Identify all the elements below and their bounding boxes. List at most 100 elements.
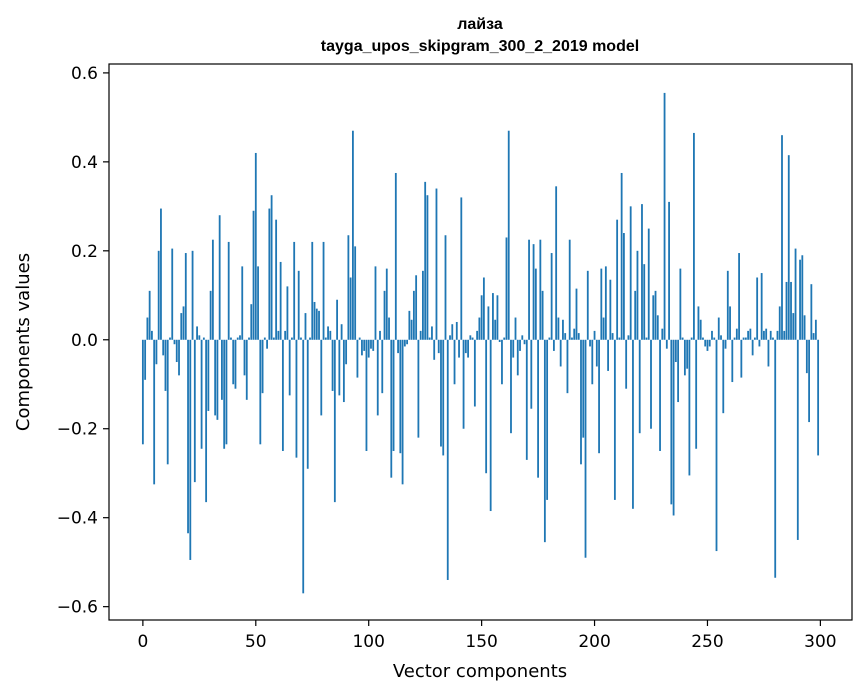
- bar-177: [541, 290, 544, 340]
- bar-85: [333, 339, 336, 503]
- bar-8: [160, 208, 162, 340]
- bar-208: [611, 333, 614, 340]
- bar-158: [498, 339, 501, 342]
- bar-56: [268, 208, 271, 340]
- bar-245: [695, 339, 698, 449]
- bar-71: [302, 339, 305, 594]
- bar-207: [609, 279, 612, 340]
- bar-38: [227, 241, 230, 340]
- bar-195: [582, 339, 585, 438]
- bar-66: [291, 337, 293, 340]
- bar-151: [482, 277, 485, 340]
- bar-260: [729, 306, 731, 340]
- bar-173: [532, 244, 535, 340]
- bar-284: [783, 330, 786, 340]
- y-tick-label: 0.4: [71, 153, 98, 173]
- x-axis-label: Vector components: [393, 661, 567, 682]
- y-axis-ticks: −0.6 −0.4 −0.2 0.0 0.2 0.4 0.6: [57, 64, 109, 618]
- bar-59: [275, 219, 278, 340]
- bar-102: [372, 339, 375, 351]
- bar-278: [769, 330, 772, 340]
- bar-162: [507, 130, 510, 340]
- bar-174: [534, 268, 537, 340]
- bar-11: [166, 339, 169, 465]
- bar-55: [266, 339, 268, 349]
- bar-100: [367, 339, 370, 358]
- bar-22: [191, 250, 194, 340]
- bar-237: [677, 339, 680, 403]
- bar-242: [688, 339, 691, 476]
- bar-281: [776, 330, 779, 340]
- bar-267: [744, 337, 747, 340]
- bar-60: [277, 330, 280, 340]
- bar-283: [781, 135, 783, 340]
- bar-83: [329, 330, 332, 340]
- bar-138: [453, 339, 456, 385]
- bar-192: [575, 288, 578, 340]
- y-tick-label: 0.6: [71, 64, 98, 84]
- bar-81: [324, 337, 327, 340]
- bar-161: [505, 237, 508, 340]
- bar-296: [810, 284, 813, 340]
- bar-145: [469, 335, 472, 340]
- bar-215: [627, 335, 630, 340]
- bar-132: [440, 339, 442, 447]
- bar-103: [374, 266, 377, 340]
- bar-225: [650, 339, 652, 429]
- bar-256: [720, 335, 722, 340]
- bar-239: [681, 337, 684, 340]
- bar-13: [171, 248, 174, 340]
- x-tick-label: 250: [691, 632, 723, 652]
- bar-254: [715, 339, 718, 552]
- bar-153: [487, 306, 490, 340]
- bar-2: [146, 317, 149, 340]
- bar-221: [641, 204, 643, 340]
- bar-31: [211, 239, 214, 340]
- bar-166: [516, 339, 519, 376]
- bar-120: [412, 290, 415, 340]
- y-axis-label: Components values: [13, 253, 34, 431]
- bar-181: [550, 253, 553, 340]
- bar-64: [286, 286, 289, 340]
- bar-42: [236, 337, 239, 340]
- bar-33: [216, 339, 219, 420]
- bar-112: [394, 172, 397, 340]
- bar-297: [812, 333, 815, 340]
- bar-25: [198, 335, 201, 340]
- bar-148: [476, 330, 479, 340]
- bar-233: [668, 201, 670, 340]
- bar-189: [568, 239, 571, 340]
- bar-41: [234, 339, 237, 389]
- bar-279: [772, 337, 774, 340]
- bar-49: [252, 210, 255, 340]
- bar-65: [288, 339, 291, 396]
- bar-168: [521, 335, 524, 340]
- bar-109: [388, 317, 390, 340]
- bar-164: [512, 339, 515, 358]
- chart-title: лайза: [457, 16, 503, 33]
- x-tick-label: 150: [465, 632, 497, 652]
- bar-44: [241, 266, 244, 340]
- bar-53: [261, 339, 264, 394]
- bar-40: [232, 339, 235, 385]
- bar-36: [223, 339, 226, 449]
- bar-34: [218, 215, 221, 340]
- bar-58: [272, 337, 275, 340]
- bar-45: [243, 339, 246, 376]
- bar-27: [202, 337, 205, 340]
- bar-200: [593, 330, 596, 340]
- bar-194: [580, 339, 582, 465]
- bar-97: [361, 339, 363, 356]
- bar-293: [803, 315, 806, 340]
- bar-137: [451, 324, 454, 340]
- bar-142: [462, 339, 465, 429]
- bar-95: [356, 339, 359, 378]
- bar-204: [602, 317, 605, 340]
- bar-227: [654, 290, 657, 340]
- bar-143: [464, 339, 467, 354]
- bar-262: [733, 337, 736, 340]
- bar-197: [586, 270, 589, 340]
- bars-group: [141, 92, 820, 594]
- bar-101: [370, 339, 372, 349]
